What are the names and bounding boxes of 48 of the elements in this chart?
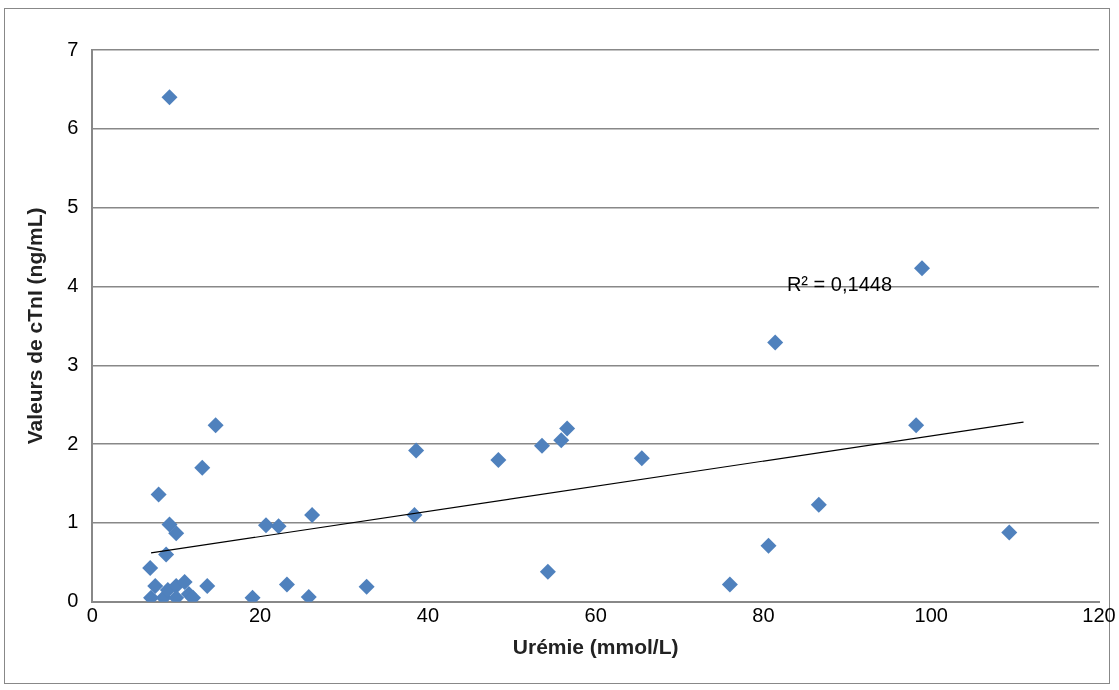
point [168, 525, 185, 542]
y-tick-label: 1 [67, 510, 79, 533]
point [142, 559, 159, 576]
point [408, 442, 425, 459]
point [270, 518, 287, 535]
annotation: R² = 0,1448 [786, 272, 893, 295]
x-tick-label: 80 [752, 604, 775, 627]
point [199, 578, 216, 595]
point [161, 516, 178, 533]
y-tick-label: 0 [67, 589, 79, 612]
point [767, 334, 784, 351]
point [760, 537, 777, 554]
point [539, 563, 556, 580]
point [633, 450, 650, 467]
point [278, 576, 295, 593]
point [908, 417, 925, 434]
x-tick-label: 20 [248, 604, 272, 627]
x-tick-label: 60 [584, 604, 607, 627]
point [158, 546, 175, 563]
y-tick-label: 3 [67, 352, 79, 375]
y-tick-label: 5 [67, 195, 79, 218]
x-tick-label: 100 [914, 604, 948, 627]
y-tick-label: 4 [67, 274, 79, 296]
x-tick-label: 0 [86, 604, 98, 627]
x-tick-label: 40 [416, 604, 440, 627]
point [358, 578, 375, 595]
point [304, 507, 321, 524]
point [176, 574, 193, 591]
x-axis-title: Urémie (mmol/L) [512, 635, 679, 659]
point [721, 576, 738, 593]
y-tick-label: 7 [67, 37, 79, 60]
point [207, 417, 224, 434]
point [553, 432, 570, 449]
point [257, 517, 274, 534]
point [533, 437, 550, 454]
y-axis-title: Valeurs de cTnI (ng/mL) [23, 207, 47, 445]
point [147, 578, 164, 595]
x-tick-label: 120 [1082, 604, 1116, 627]
y-tick-label: 6 [67, 116, 79, 139]
point [1001, 524, 1018, 541]
point [150, 486, 167, 503]
point [559, 420, 576, 437]
y-tick-label: 2 [67, 431, 79, 454]
point [490, 451, 507, 468]
point [810, 496, 827, 513]
point [161, 89, 178, 106]
point [194, 459, 211, 476]
point [913, 260, 930, 277]
